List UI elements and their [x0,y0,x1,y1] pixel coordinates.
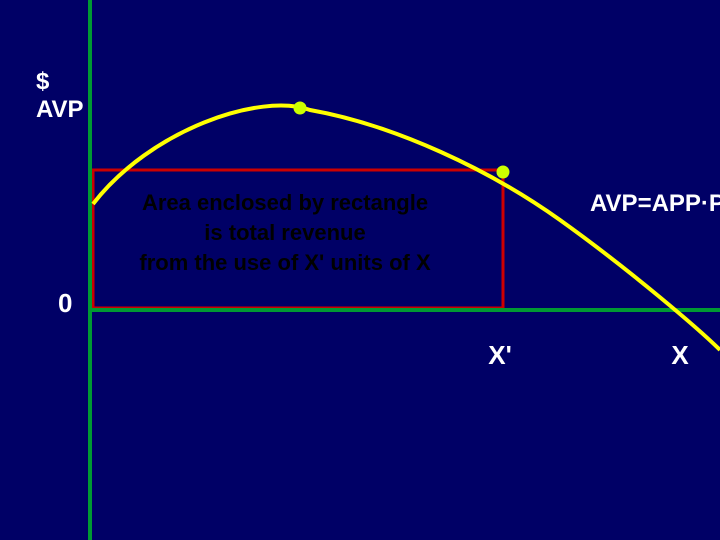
caption-line: from the use of X' units of X [115,248,455,278]
x-axis-end-label: X [671,340,688,371]
caption-line: Area enclosed by rectangle [115,188,455,218]
rectangle-caption: Area enclosed by rectangleis total reven… [115,188,455,278]
origin-label: 0 [58,288,72,319]
economics-avp-chart: $ AVP 0 X' X AVP=APP·P Area enclosed by … [0,0,720,540]
avp-equation-label: AVP=APP·P [590,190,720,218]
x-prime-label: X' [488,340,512,371]
curve-marker-0 [294,102,306,114]
caption-line: is total revenue [115,218,455,248]
y-axis-label: $ AVP [36,68,84,124]
curve-marker-1 [497,166,509,178]
